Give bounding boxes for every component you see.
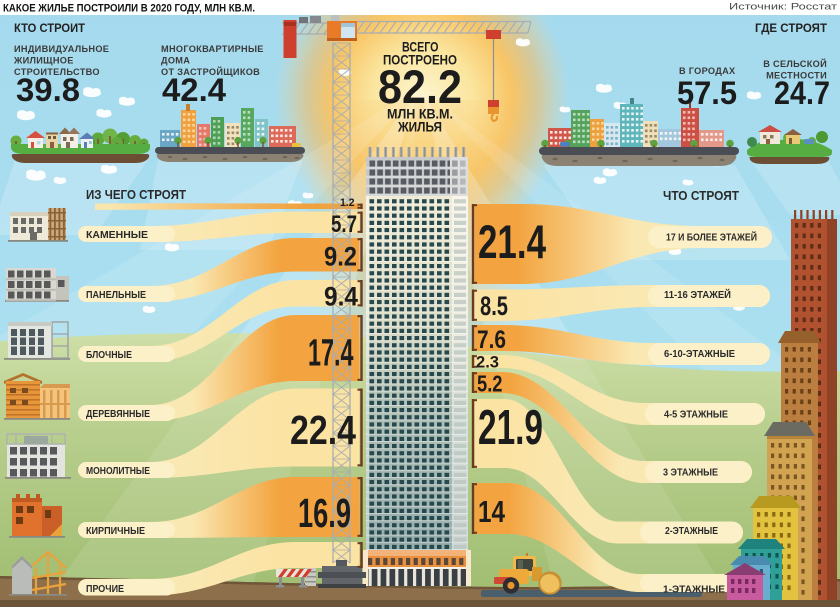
svg-text:2.3: 2.3 [476,354,499,372]
svg-text:БЛОЧНЫЕ: БЛОЧНЫЕ [86,350,132,361]
svg-text:22.4: 22.4 [290,407,356,453]
svg-text:39.8: 39.8 [16,72,80,108]
svg-text:МЛН КВ.М.: МЛН КВ.М. [387,106,453,122]
svg-text:24.7: 24.7 [774,75,830,111]
svg-text:21.4: 21.4 [478,215,546,268]
svg-text:В ГОРОДАХ: В ГОРОДАХ [679,66,736,76]
svg-text:5.2: 5.2 [477,371,503,397]
svg-text:9.4: 9.4 [324,282,358,312]
svg-text:21.9: 21.9 [478,401,543,455]
svg-text:1.2: 1.2 [340,197,355,209]
svg-text:КАМЕННЫЕ: КАМЕННЫЕ [86,230,148,241]
svg-text:ПРОЧИЕ: ПРОЧИЕ [86,584,124,595]
svg-text:КТО СТРОИТ: КТО СТРОИТ [14,21,86,35]
svg-text:КАКОЕ ЖИЛЬЕ ПОСТРОИЛИ В 2020 Г: КАКОЕ ЖИЛЬЕ ПОСТРОИЛИ В 2020 ГОДУ, МЛН К… [3,3,255,15]
svg-text:ИЗ ЧЕГО СТРОЯТ: ИЗ ЧЕГО СТРОЯТ [86,188,186,202]
svg-text:Источник: Росстат: Источник: Росстат [729,2,838,13]
svg-text:ДЕРЕВЯННЫЕ: ДЕРЕВЯННЫЕ [86,409,150,420]
svg-text:9.2: 9.2 [324,242,357,272]
svg-text:5.7: 5.7 [331,211,357,238]
svg-text:ИНДИВИДУАЛЬНОЕ: ИНДИВИДУАЛЬНОЕ [14,44,109,54]
svg-text:В СЕЛЬСКОЙ: В СЕЛЬСКОЙ [763,58,827,69]
svg-text:ПАНЕЛЬНЫЕ: ПАНЕЛЬНЫЕ [86,290,146,301]
svg-text:14: 14 [478,494,506,529]
svg-text:17 И БОЛЕЕ ЭТАЖЕЙ: 17 И БОЛЕЕ ЭТАЖЕЙ [666,231,757,244]
svg-text:ПОСТРОЕНО: ПОСТРОЕНО [383,52,457,68]
svg-text:7.6: 7.6 [477,326,506,354]
svg-text:17.4: 17.4 [308,333,354,375]
svg-text:ЖИЛИЩНОЕ: ЖИЛИЩНОЕ [13,56,74,66]
svg-text:ДОМА: ДОМА [161,56,190,66]
svg-text:42.4: 42.4 [162,72,226,108]
svg-text:ВСЕГО: ВСЕГО [402,39,439,55]
svg-text:МНОГОКВАРТИРНЫЕ: МНОГОКВАРТИРНЫЕ [161,44,264,54]
svg-text:16.9: 16.9 [298,490,351,536]
svg-text:ЧТО СТРОЯТ: ЧТО СТРОЯТ [663,189,739,203]
svg-text:4-5 ЭТАЖНЫЕ: 4-5 ЭТАЖНЫЕ [664,410,728,421]
svg-text:2-ЭТАЖНЫЕ: 2-ЭТАЖНЫЕ [665,526,718,537]
svg-text:3 ЭТАЖНЫЕ: 3 ЭТАЖНЫЕ [663,468,718,479]
svg-text:СТРОИТЕЛЬСТВО: СТРОИТЕЛЬСТВО [14,67,100,77]
svg-text:ГДЕ СТРОЯТ: ГДЕ СТРОЯТ [755,21,828,35]
svg-text:82.2: 82.2 [378,60,462,113]
svg-text:КИРПИЧНЫЕ: КИРПИЧНЫЕ [86,526,145,537]
svg-text:11-16 ЭТАЖЕЙ: 11-16 ЭТАЖЕЙ [664,288,731,301]
svg-text:8.5: 8.5 [480,291,508,321]
svg-text:6-10-ЭТАЖНЫЕ: 6-10-ЭТАЖНЫЕ [664,349,735,360]
svg-text:МОНОЛИТНЫЕ: МОНОЛИТНЫЕ [86,466,150,477]
svg-text:ОТ ЗАСТРОЙЩИКОВ: ОТ ЗАСТРОЙЩИКОВ [161,66,260,77]
svg-text:МЕСТНОСТИ: МЕСТНОСТИ [766,71,827,81]
svg-text:1-ЭТАЖНЫЕ: 1-ЭТАЖНЫЕ [663,585,725,596]
svg-text:57.5: 57.5 [677,75,737,111]
svg-text:ЖИЛЬЯ: ЖИЛЬЯ [397,119,442,135]
